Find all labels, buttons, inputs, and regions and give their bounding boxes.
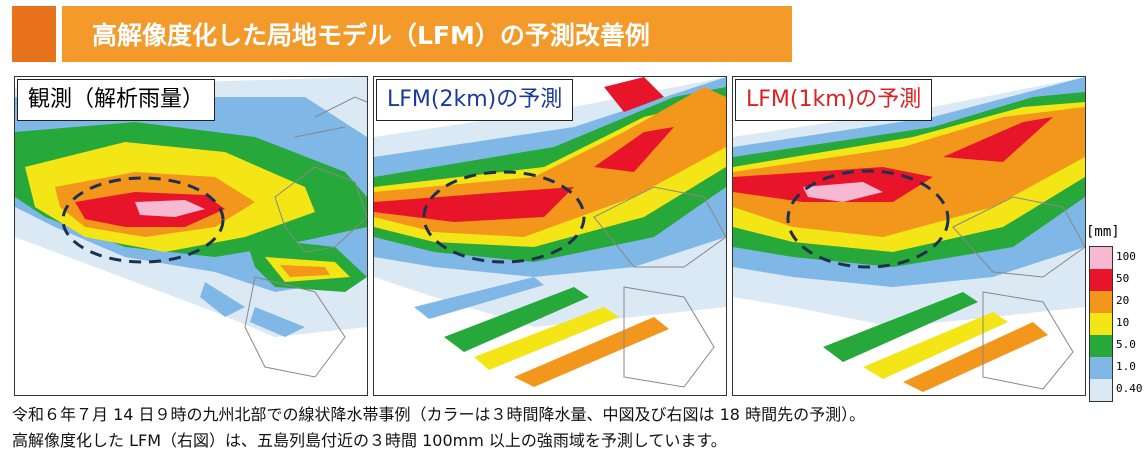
page-title: 高解像度化した局地モデル（LFM）の予測改善例	[92, 21, 650, 50]
caption-line-2: 高解像度化した LFM（右図）は、五島列島付近の３時間 100mm 以上の強雨域…	[12, 431, 727, 450]
title-background: 高解像度化した局地モデル（LFM）の予測改善例	[62, 6, 792, 62]
lfm-1km-rain-map	[733, 77, 1085, 395]
map-panel-lfm-1km: LFM(1km)の予測	[732, 76, 1086, 396]
panel-label-observation: 観測（解析雨量）	[17, 79, 216, 121]
caption-line-1: 令和６年７月 14 日９時の九州北部での線状降水帯事例（カラーは３時間降水量、中…	[12, 405, 866, 424]
legend-color-bar	[1089, 246, 1113, 402]
legend-label: 50	[1116, 272, 1130, 285]
legend-unit: [mm]	[1086, 224, 1120, 240]
legend-label: 5.0	[1116, 338, 1136, 351]
map-panel-lfm-2km: LFM(2km)の予測	[373, 76, 727, 396]
panel-label-lfm-1km: LFM(1km)の予測	[735, 79, 933, 121]
legend-swatch-10	[1090, 313, 1112, 335]
map-panel-observation: 観測（解析雨量）	[14, 76, 368, 396]
legend-swatch-5	[1090, 335, 1112, 357]
legend-label: 100	[1116, 250, 1136, 263]
legend-labels: 100 50 20 10 5.0 1.0 0.40	[1116, 246, 1148, 400]
legend-label: 1.0	[1116, 360, 1136, 373]
panel-label-lfm-2km: LFM(2km)の予測	[376, 79, 574, 121]
legend-swatch-50	[1090, 269, 1112, 291]
legend-swatch-0-4	[1090, 379, 1112, 401]
title-accent-block	[12, 6, 56, 62]
legend-label: 0.40	[1116, 382, 1143, 395]
legend-swatch-20	[1090, 291, 1112, 313]
legend-swatch-1	[1090, 357, 1112, 379]
precipitation-legend: [mm] 100 50 20 10 5.0 1.0 0.40	[1086, 224, 1146, 402]
legend-label: 20	[1116, 294, 1130, 307]
legend-swatch-100	[1090, 247, 1112, 269]
figure-caption: 令和６年７月 14 日９時の九州北部での線状降水帯事例（カラーは３時間降水量、中…	[12, 402, 1144, 454]
observation-rain-map	[15, 77, 367, 395]
lfm-2km-rain-map	[374, 77, 726, 395]
title-banner: 高解像度化した局地モデル（LFM）の予測改善例	[12, 6, 792, 62]
legend-label: 10	[1116, 316, 1130, 329]
